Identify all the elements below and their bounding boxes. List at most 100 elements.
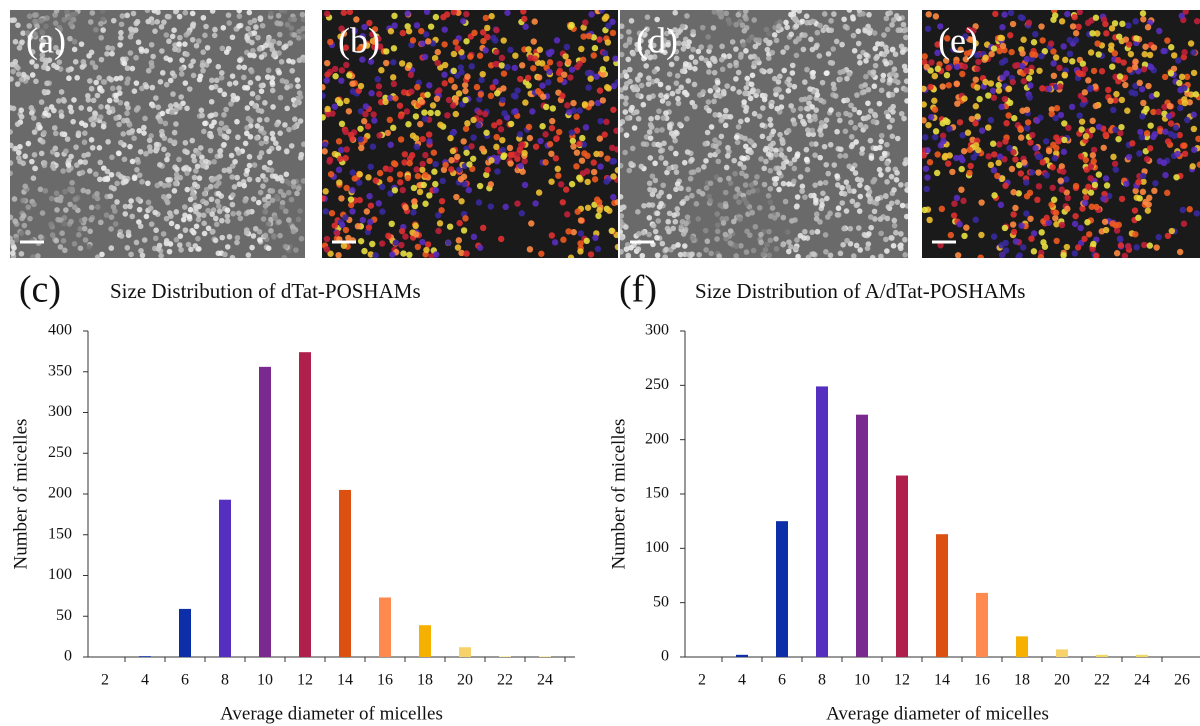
particle <box>833 93 839 99</box>
particle <box>948 232 954 238</box>
x-tick-label: 14 <box>337 672 353 689</box>
particle <box>98 21 104 27</box>
particle <box>751 17 757 23</box>
particle <box>499 55 505 61</box>
particle <box>1156 234 1162 240</box>
bar <box>856 415 868 657</box>
particle <box>933 128 939 134</box>
particle <box>164 216 170 222</box>
particle <box>392 187 398 193</box>
particle <box>109 245 115 251</box>
particle <box>153 235 159 241</box>
particle <box>259 141 265 147</box>
particle <box>569 129 575 135</box>
particle <box>357 171 363 177</box>
particle <box>588 11 594 17</box>
particle <box>596 207 602 213</box>
particle <box>434 96 440 102</box>
particle <box>417 189 423 195</box>
particle <box>708 251 714 257</box>
particle <box>733 76 739 82</box>
particle <box>1057 83 1063 89</box>
particle <box>899 111 905 117</box>
particle <box>358 83 364 89</box>
particle <box>730 86 736 92</box>
particle <box>260 183 266 189</box>
particle <box>707 44 713 50</box>
particle <box>241 75 247 81</box>
particle <box>925 147 931 153</box>
particle <box>668 145 674 151</box>
particle <box>390 125 396 131</box>
particle <box>675 73 681 79</box>
particle <box>327 157 333 163</box>
particle <box>421 182 427 188</box>
particle <box>894 177 900 183</box>
particle <box>670 226 676 232</box>
particle <box>522 182 528 188</box>
particle <box>569 22 575 28</box>
particle <box>786 239 792 245</box>
particle <box>1035 169 1041 175</box>
particle <box>1126 66 1132 72</box>
particle <box>291 179 297 185</box>
particle <box>1053 115 1059 121</box>
particle <box>1182 100 1188 106</box>
particle <box>854 203 860 209</box>
particle <box>733 22 739 28</box>
particle <box>402 151 408 157</box>
particle <box>963 224 969 230</box>
particle <box>857 54 863 60</box>
particle <box>1147 242 1153 248</box>
particle <box>790 70 796 76</box>
particle <box>673 219 679 225</box>
particle <box>792 16 798 22</box>
particle <box>856 225 862 231</box>
particle <box>841 226 847 232</box>
x-tick-label: 8 <box>818 672 826 689</box>
particle <box>230 211 236 217</box>
particle <box>491 122 497 128</box>
particle <box>278 21 284 27</box>
particle <box>866 231 872 237</box>
particle <box>708 152 714 158</box>
particle <box>218 153 224 159</box>
particle <box>1151 188 1157 194</box>
particle <box>996 87 1002 93</box>
particle <box>164 32 170 38</box>
particle <box>758 156 764 162</box>
particle <box>42 89 48 95</box>
particle <box>370 143 376 149</box>
particle <box>823 162 829 168</box>
particle <box>760 105 766 111</box>
particle <box>148 148 154 154</box>
particle <box>998 202 1004 208</box>
particle <box>802 32 808 38</box>
particle <box>717 177 723 183</box>
particle <box>892 78 898 84</box>
particle <box>419 99 425 105</box>
particle <box>623 95 629 101</box>
particle <box>1174 151 1180 157</box>
particle <box>708 181 714 187</box>
particle <box>425 241 431 247</box>
particle <box>161 231 167 237</box>
particle <box>235 134 241 140</box>
particle <box>819 120 825 126</box>
particle <box>1110 107 1116 113</box>
particle <box>679 200 685 206</box>
particle <box>203 24 209 30</box>
particle <box>673 151 679 157</box>
particle <box>337 100 343 106</box>
particle <box>666 101 672 107</box>
particle <box>91 98 97 104</box>
particle <box>431 149 437 155</box>
particle <box>263 209 269 215</box>
particle <box>453 111 459 117</box>
particle <box>648 122 654 128</box>
particle <box>758 232 764 238</box>
particle <box>1046 148 1052 154</box>
particle <box>591 52 597 58</box>
particle <box>271 233 277 239</box>
particle <box>169 221 175 227</box>
